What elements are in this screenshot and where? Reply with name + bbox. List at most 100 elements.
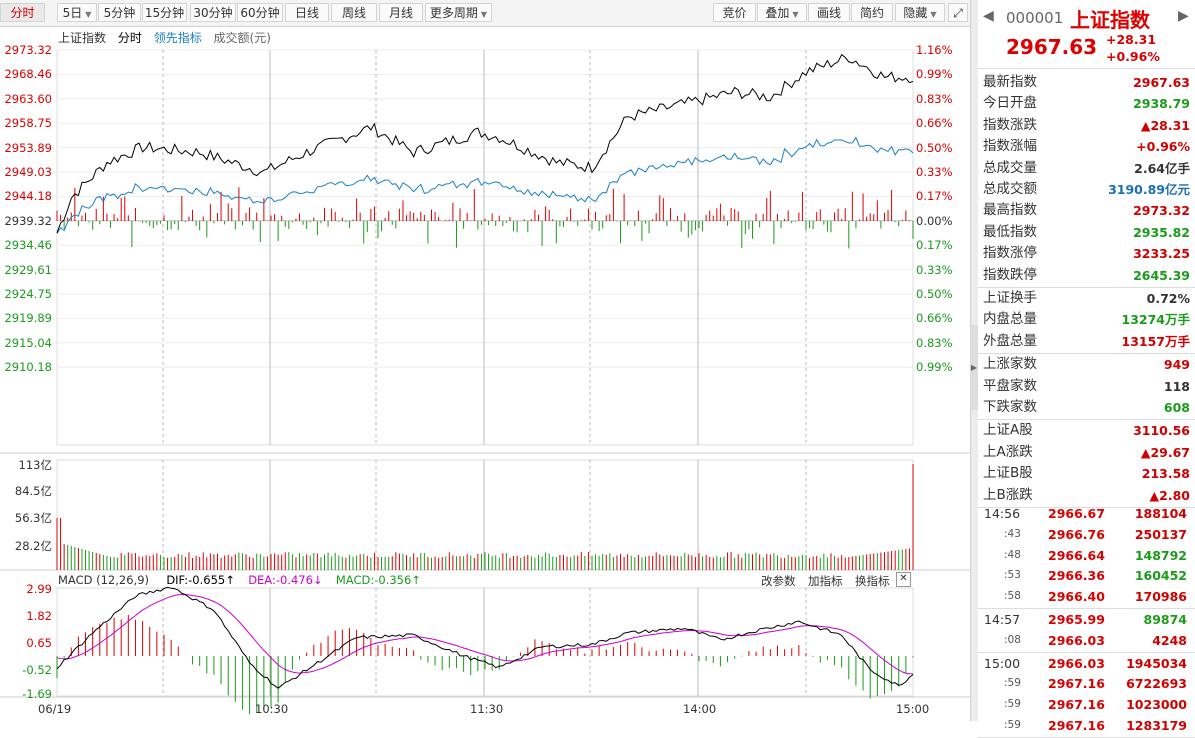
pct-tick-label: 1.16%: [916, 43, 953, 57]
tab-label: 5日: [62, 6, 83, 20]
stat-value: 3233.25: [1133, 246, 1190, 262]
tool-tab-4[interactable]: 隐藏 ▼: [895, 3, 945, 22]
tool-tab-3[interactable]: 简约: [851, 3, 893, 22]
legend-leading-indicator[interactable]: 领先指标: [153, 31, 202, 45]
tick-volume: 1023000: [1126, 697, 1187, 713]
tab-period-7[interactable]: 周线: [331, 3, 377, 22]
macd-title: MACD (12,26,9): [58, 573, 149, 587]
tick-price: 2966.40: [1048, 589, 1105, 605]
tick-volume: 1283179: [1126, 718, 1187, 733]
tick-time: 14:57: [984, 612, 1021, 627]
tab-period-8[interactable]: 月线: [379, 3, 423, 22]
tab-period-2[interactable]: 5分钟: [98, 3, 141, 22]
tab-period-1[interactable]: 5日 ▼: [57, 3, 97, 22]
pct-tick-label: 0.33%: [916, 165, 953, 179]
tool-tab-0[interactable]: 竞价: [713, 3, 756, 22]
tool-tab-1[interactable]: 叠加 ▼: [757, 3, 807, 22]
stock-name: 上证指数: [1070, 8, 1150, 32]
tab-label: 更多周期: [429, 6, 478, 20]
tool-tab-label: 画线: [816, 6, 841, 20]
macd-tick-label: 2.99: [26, 582, 52, 596]
stat-value: 2973.32: [1133, 203, 1190, 219]
tick-price: 2966.67: [1048, 506, 1105, 521]
tick-volume: 250137: [1134, 526, 1187, 542]
stat-row: 内盘总量 13274万手: [978, 309, 1195, 330]
stat-row: 总成交量 2.64亿手: [978, 158, 1195, 179]
stat-value: 2.64亿手: [1134, 160, 1190, 176]
stat-value: 13274万手: [1121, 312, 1191, 328]
tick-price: 2966.64: [1048, 547, 1105, 563]
chevron-down-icon: ▼: [480, 10, 488, 19]
tab-period-0[interactable]: 分时: [0, 3, 45, 22]
price-tick-label: 2973.32: [4, 43, 52, 57]
period-toolbar: 分时 5日 ▼ 5分钟 15分钟 30分钟 60分钟 日线 周线 月线 更多周期 ▼ 竞价 叠加 ▼ 画线简…: [0, 0, 970, 27]
tick-time: :58: [1004, 590, 1021, 603]
legend-volume: 成交额(元): [213, 31, 271, 45]
pct-tick-label: 0.50%: [916, 287, 953, 301]
stat-value: 3110.56: [1133, 423, 1190, 439]
tick-volume: 170986: [1134, 589, 1187, 605]
stat-label: 指数跌停: [983, 266, 1037, 283]
stat-label: 下跌家数: [983, 399, 1037, 415]
tick-volume: 6722693: [1126, 676, 1187, 692]
stat-value: 213.58: [1141, 466, 1190, 482]
stat-row: 平盘家数 118: [978, 376, 1195, 397]
price-tick-label: 2939.32: [4, 213, 52, 228]
divider: [978, 419, 1195, 421]
tick-volume: 89874: [1143, 612, 1188, 627]
stat-row: 上B涨跌 ▲2.80: [978, 485, 1195, 506]
change-params-button[interactable]: 改参数: [761, 574, 796, 588]
time-tick-label: 06/19: [38, 702, 72, 716]
tab-period-4[interactable]: 30分钟: [190, 3, 236, 22]
legend-mode: 分时: [117, 31, 142, 45]
stat-value: 2938.79: [1133, 96, 1190, 112]
tab-label: 月线: [388, 6, 413, 20]
price-tick-label: 2953.89: [4, 140, 52, 155]
tab-period-3[interactable]: 15分钟: [142, 3, 187, 22]
stat-row: 上证B股 213.58: [978, 463, 1195, 484]
tick-price: 2966.03: [1048, 632, 1105, 648]
stat-label: 最新指数: [983, 74, 1037, 90]
tab-period-6[interactable]: 日线: [285, 3, 329, 22]
macd-dea-value: DEA:-0.476: [248, 573, 313, 587]
stat-label: 内盘总量: [983, 311, 1037, 328]
intraday-chart[interactable]: [0, 0, 970, 721]
price-tick-label: 2929.61: [4, 262, 52, 277]
price-change-pct: +0.96%: [1106, 49, 1160, 64]
stat-label: 外盘总量: [983, 332, 1037, 349]
chart-legend: 上证指数 分时 领先指标 成交额(元): [58, 29, 279, 46]
stat-value: +0.96%: [1136, 139, 1190, 155]
collapse-panel-icon[interactable]: ▶: [970, 325, 978, 410]
pct-tick-label: 0.99%: [916, 67, 953, 82]
stat-value: ▲28.31: [1140, 117, 1190, 133]
tick-row: 14:57 2965.99 89874: [978, 609, 1195, 630]
stat-row: 下跌家数 608: [978, 397, 1195, 418]
tab-period-5[interactable]: 60分钟: [237, 3, 283, 22]
stat-row: 最新指数 2967.63: [978, 72, 1195, 93]
tick-row: 15:00 2966.03 1945034: [978, 653, 1195, 674]
switch-indicator-button[interactable]: 换指标: [855, 574, 890, 588]
add-indicator-button[interactable]: 加指标: [808, 574, 843, 588]
tick-row: :43 2966.76 250137: [978, 524, 1195, 545]
stat-value: 2935.82: [1133, 224, 1190, 240]
forward-icon[interactable]: ▶: [1178, 8, 1189, 24]
stat-label: 平盘家数: [983, 377, 1037, 394]
stat-value: 0.72%: [1146, 291, 1190, 306]
tab-label: 日线: [294, 6, 319, 20]
fullscreen-icon[interactable]: ⤢: [948, 3, 968, 22]
divider: [978, 608, 1195, 609]
price-tick-label: 2924.75: [4, 287, 52, 301]
time-tick-label: 10:30: [255, 702, 289, 716]
stat-value: 13157万手: [1121, 333, 1191, 349]
stat-value: ▲2.80: [1149, 487, 1190, 503]
divider: [978, 287, 1195, 288]
stat-row: 最低指数 2935.82: [978, 222, 1195, 243]
close-icon[interactable]: ✕: [896, 572, 911, 587]
tab-period-9[interactable]: 更多周期 ▼: [425, 3, 492, 22]
stat-row: 上A涨跌 ▲29.67: [978, 442, 1195, 463]
tool-tab-2[interactable]: 画线: [808, 3, 850, 22]
tick-time: :43: [1004, 527, 1021, 540]
price-tick-label: 2934.46: [4, 238, 52, 253]
back-icon[interactable]: ◀: [983, 8, 994, 24]
macd-tick-label: -1.69: [22, 687, 52, 701]
